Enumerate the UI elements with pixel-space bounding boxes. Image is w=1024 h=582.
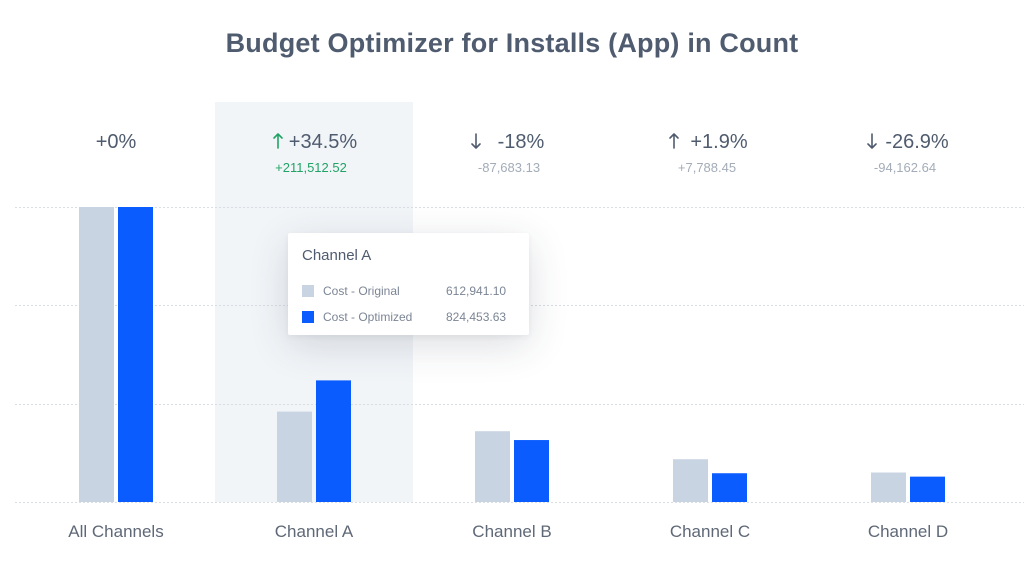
bar-original-2	[475, 431, 510, 502]
tooltip-swatch-optimized	[302, 311, 314, 323]
change-delta: +211,512.52	[275, 160, 347, 175]
change-percent: +1.9%	[690, 131, 747, 153]
bar-optimized-2	[514, 440, 549, 502]
category-label: Channel C	[670, 522, 750, 541]
chart-tooltip: Channel A Cost - Original 612,941.10 Cos…	[288, 233, 529, 335]
tooltip-label-original: Cost - Original	[323, 284, 400, 298]
tooltip-row-original: Cost - Original 612,941.10	[302, 278, 515, 304]
category-label: Channel D	[868, 522, 948, 541]
change-indicator: +34.5% +211,512.52	[273, 131, 358, 175]
arrow-down-icon	[867, 133, 877, 149]
chart-title: Budget Optimizer for Installs (App) in C…	[225, 28, 799, 58]
arrow-up-icon	[273, 133, 283, 149]
change-percent: +0%	[96, 131, 137, 153]
tooltip-value-original: 612,941.10	[446, 284, 507, 298]
bar-optimized-1	[316, 380, 351, 502]
bar-original-1	[277, 411, 312, 502]
change-delta: +7,788.45	[678, 160, 736, 175]
bar-optimized-4	[910, 476, 945, 502]
change-indicator: -26.9% -94,162.64	[867, 131, 949, 175]
change-delta: -87,683.13	[478, 160, 540, 175]
bar-original-3	[673, 459, 708, 502]
arrow-down-icon	[471, 133, 481, 149]
arrow-up-icon	[669, 133, 679, 149]
tooltip-row-optimized: Cost - Optimized 824,453.63	[302, 304, 515, 330]
category-label: All Channels	[68, 522, 163, 541]
change-delta: -94,162.64	[874, 160, 936, 175]
change-indicator: +0%	[96, 131, 137, 153]
bar-optimized-0	[118, 207, 153, 502]
tooltip-title: Channel A	[302, 247, 372, 264]
bar-original-4	[871, 472, 906, 502]
bar-optimized-3	[712, 473, 747, 502]
tooltip-label-optimized: Cost - Optimized	[323, 310, 413, 324]
category-label: Channel B	[472, 522, 551, 541]
tooltip-swatch-original	[302, 285, 314, 297]
change-percent: -26.9%	[885, 131, 949, 153]
change-percent: -18%	[498, 131, 545, 153]
change-indicator: +1.9% +7,788.45	[669, 131, 748, 175]
category-label: Channel A	[275, 522, 354, 541]
change-percent: +34.5%	[289, 131, 358, 153]
change-indicator: -18% -87,683.13	[471, 131, 545, 175]
tooltip-value-optimized: 824,453.63	[446, 310, 507, 324]
bar-original-0	[79, 207, 114, 502]
